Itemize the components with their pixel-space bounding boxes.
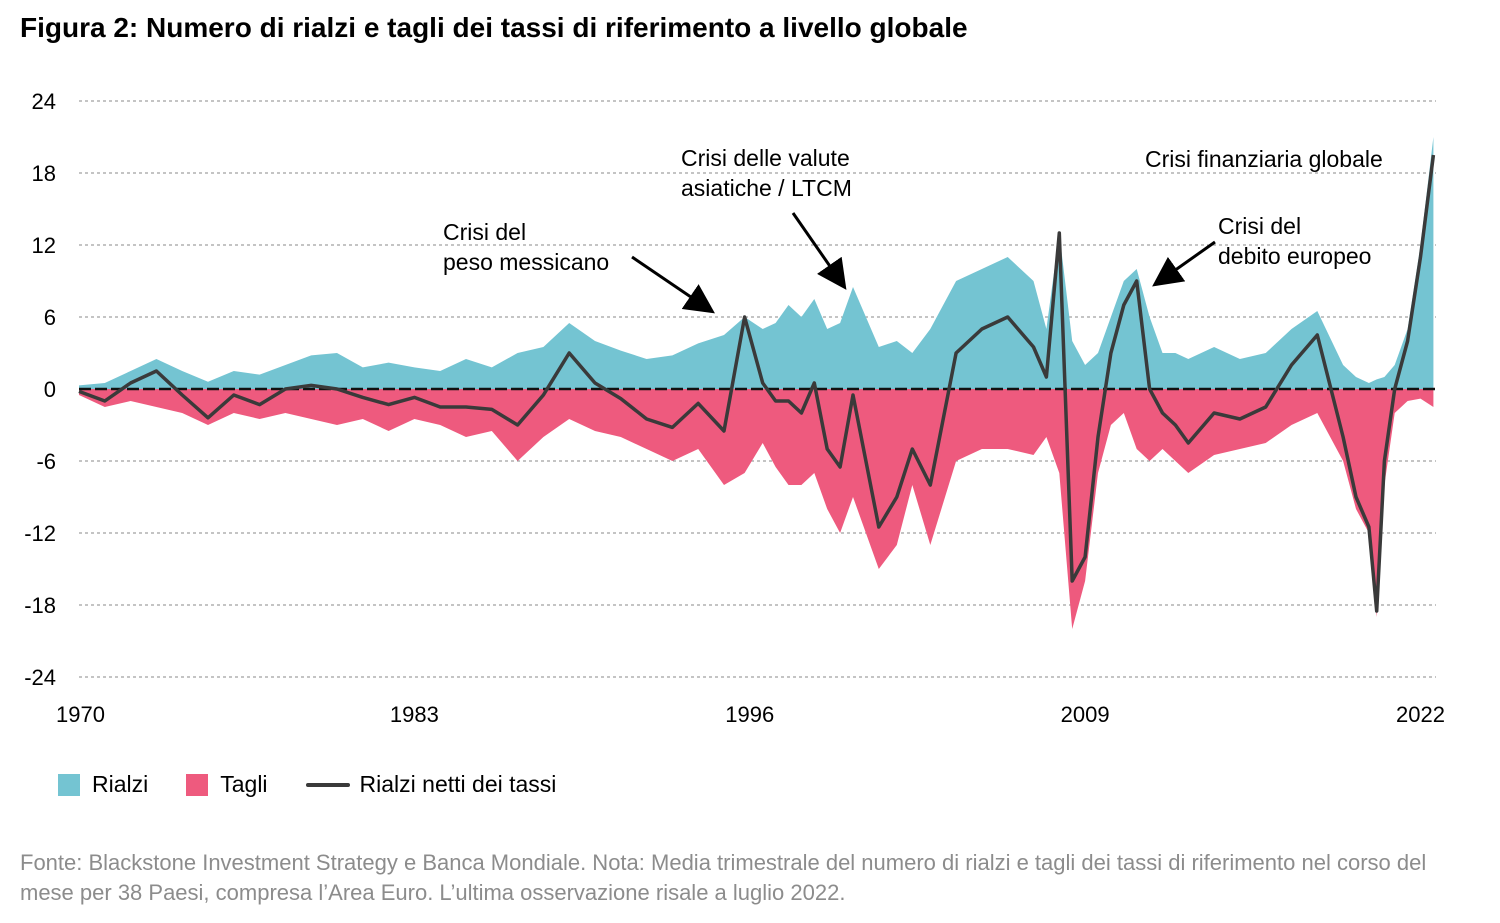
annotation-line: Crisi finanziaria globale	[1145, 146, 1383, 172]
legend-item-cuts: Tagli	[186, 771, 268, 798]
annotation-arrow	[1152, 240, 1216, 287]
y-tick-label: -6	[36, 449, 56, 474]
y-tick-label: -18	[24, 593, 56, 618]
annotation-line: Crisi del	[1218, 213, 1301, 239]
legend-item-net: Rialzi netti dei tassi	[305, 771, 557, 798]
y-tick-label: 18	[32, 161, 56, 186]
annotation-line: peso messicano	[443, 249, 609, 275]
y-tick-label: -12	[24, 521, 56, 546]
legend-swatch-net	[305, 782, 350, 787]
grid-layer	[79, 100, 1436, 678]
y-tick-label: 12	[32, 233, 56, 258]
annotation-layer: Crisi del peso messicano Crisi delle valut…	[443, 145, 1383, 314]
area-rialzi	[79, 137, 1434, 389]
x-tick-label: 1996	[725, 702, 774, 727]
footnote: Fonte: Blackstone Investment Strategy e …	[20, 850, 1427, 905]
annotation-arrow	[631, 255, 715, 314]
x-tick-label: 1983	[390, 702, 439, 727]
annotation-arrow	[791, 212, 847, 290]
annotation-label: Crisi del debito europeo	[1218, 213, 1371, 269]
x-tick-label: 2009	[1061, 702, 1110, 727]
annotation-line: debito europeo	[1218, 243, 1371, 269]
legend-swatch-cuts	[186, 773, 209, 796]
annotation-label: Crisi del peso messicano	[443, 219, 609, 275]
legend-label-hikes: Rialzi	[92, 771, 149, 797]
area-layer	[79, 137, 1434, 629]
legend-swatch-hikes	[58, 773, 80, 796]
line-net-rate-hikes	[78, 154, 1436, 613]
annotation-line: Crisi delle valute	[681, 145, 850, 171]
x-tick-label: 1970	[56, 702, 105, 727]
legend-label-net: Rialzi netti dei tassi	[359, 771, 557, 797]
annotation-line: Crisi del	[443, 219, 526, 245]
legend-item-hikes: Rialzi	[58, 771, 148, 798]
x-tick-label: 2022	[1396, 702, 1445, 727]
area-tagli	[79, 389, 1434, 629]
legend-label-cuts: Tagli	[220, 771, 268, 797]
annotation-label: Crisi delle valute asiatiche / LTCM	[681, 145, 852, 201]
annotation-line: asiatiche / LTCM	[681, 175, 852, 201]
y-tick-label: 6	[44, 305, 56, 330]
y-tick-label: 0	[44, 377, 56, 402]
y-tick-label: -24	[24, 665, 56, 690]
net-line-layer	[78, 154, 1436, 613]
y-tick-label: 24	[32, 89, 56, 114]
chart-title: Figura 2: Numero di rialzi e tagli dei t…	[20, 12, 968, 43]
annotation-label: Crisi finanziaria globale	[1145, 146, 1383, 172]
legend: Rialzi Tagli Rialzi netti dei tassi	[58, 771, 594, 798]
